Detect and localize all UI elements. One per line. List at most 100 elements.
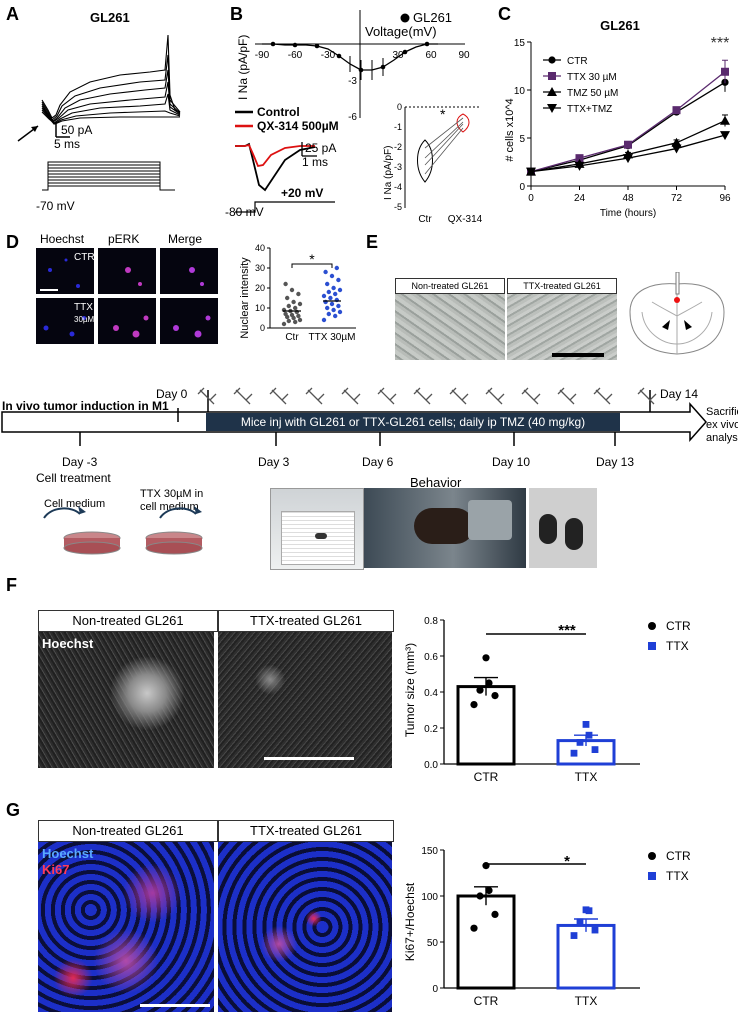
- tumor-xtick-label: CTR: [474, 770, 499, 784]
- nuclear-point: [286, 318, 291, 324]
- growth-ytick-label: 10: [514, 86, 526, 97]
- svg-text:-30: -30: [321, 50, 336, 61]
- growth-point: [671, 144, 682, 154]
- svg-text:-60: -60: [288, 50, 303, 61]
- voltage-steps: [42, 161, 175, 191]
- nuclear-intensity-chart: Nuclear intensity * 0 10 20 30 40 Ctr TTX 30µM: [239, 243, 356, 343]
- nuclear-sig-bracket: [291, 263, 333, 268]
- svg-text:-6: -6: [348, 112, 357, 123]
- nuclear-point: [321, 293, 327, 299]
- ki67-point: [476, 892, 484, 900]
- arrow-head: [31, 126, 38, 132]
- perk-micrographs: CTR TTX 30µM: [36, 248, 218, 344]
- day-0: Day 0: [156, 387, 188, 401]
- svg-text:*: *: [440, 106, 446, 122]
- e-scale-bar: [552, 353, 604, 357]
- tumor-size-chart: Tumor size (mm³) *** 0.0 0.2 0.4 0.6 0.8 CTR T…: [403, 616, 691, 784]
- ki67-legend-marker: [648, 852, 656, 860]
- f-section-nontreated: [38, 632, 214, 768]
- svg-text:-4: -4: [394, 182, 402, 192]
- d-header-hoechst: Hoechst: [40, 232, 85, 246]
- growth-point: [672, 106, 681, 115]
- tumor-point: [570, 749, 578, 757]
- growth-legend-label: CTR: [567, 56, 588, 67]
- tumor-legend-marker: [648, 642, 656, 650]
- day-14: Day 14: [660, 387, 698, 401]
- ki67-point: [470, 924, 478, 932]
- iv-ylabel: I Na (pA/pF): [236, 35, 250, 100]
- tumor-ylabel: Tumor size (mm³): [403, 643, 417, 737]
- growth-point: [720, 131, 730, 141]
- nuclear-point: [285, 295, 290, 301]
- scale-current-a: 50 pA: [61, 123, 92, 137]
- f-label-ttx: TTX-treated GL261: [218, 610, 394, 632]
- tumor-point: [582, 721, 590, 728]
- e-label-nontreated: Non-treated GL261: [395, 278, 505, 294]
- nuclear-point: [323, 269, 328, 275]
- g-scale-bar: [140, 1004, 210, 1007]
- timeline-title: In vivo tumor induction in M1: [2, 399, 169, 413]
- tumor-legend-label: CTR: [666, 619, 691, 633]
- svg-text:-3: -3: [348, 76, 357, 87]
- legend-qx314: QX-314 500µM: [257, 119, 339, 133]
- ki67-point: [491, 910, 499, 918]
- nuclear-point: [296, 313, 301, 319]
- tumor-point: [491, 692, 499, 700]
- growth-sig: ***: [711, 35, 730, 52]
- growth-legend-marker: [547, 87, 557, 96]
- nuclear-point: [328, 295, 333, 301]
- panel-a-traces: GL261 50 pA 5 ms -70 mV: [17, 10, 181, 213]
- svg-text:-80 mV: -80 mV: [225, 205, 264, 219]
- nuclear-point: [296, 291, 301, 297]
- growth-ytick-label: 0: [519, 182, 525, 193]
- nuclear-sig: *: [309, 251, 315, 267]
- growth-xtick-label: 48: [622, 193, 634, 204]
- panel-a-title: GL261: [90, 10, 130, 25]
- scale-time-a: 5 ms: [54, 137, 80, 151]
- svg-text:QX-314: QX-314: [448, 214, 483, 225]
- growth-legend-label: TMZ 50 µM: [567, 88, 618, 99]
- brain-atlas-diagram: [629, 272, 725, 355]
- nuclear-xtick-label: TTX 30µM: [309, 332, 356, 343]
- growth-point: [574, 161, 585, 171]
- growth-legend-label: TTX 30 µM: [567, 72, 617, 83]
- nuclear-point: [289, 312, 295, 318]
- ki67-chart: Ki67+/Hoechst * 0 50 100 150 CTR TTX CTR TTX: [403, 846, 691, 1008]
- syringe-icons: [197, 387, 657, 405]
- svg-text:-90: -90: [255, 50, 270, 61]
- panel-label-d: D: [6, 232, 19, 252]
- tumor-ytick-label: 0.2: [424, 724, 438, 735]
- growth-point: [624, 140, 632, 149]
- g-label-nontreated: Non-treated GL261: [38, 820, 218, 842]
- growth-legend-marker: [548, 72, 556, 80]
- growth-title: GL261: [600, 18, 640, 33]
- ki67-legend-marker: [648, 872, 656, 880]
- ki67-xtick-label: TTX: [575, 994, 598, 1008]
- tumor-point: [485, 679, 493, 687]
- trace-qx314: [235, 143, 315, 168]
- day-10: Day 10: [492, 455, 530, 469]
- svg-text:Ctr: Ctr: [418, 214, 432, 225]
- growth-point: [671, 137, 682, 147]
- growth-xlabel: Time (hours): [600, 208, 656, 219]
- nuclear-point: [337, 309, 343, 315]
- day-3: Day 3: [258, 455, 290, 469]
- f-scale-bar: [264, 757, 354, 760]
- e-culture-ttx: [507, 294, 617, 360]
- sacrifice-label: Sacrifice, ex vivo analysis: [706, 406, 738, 444]
- svg-text:1 ms: 1 ms: [302, 155, 328, 169]
- ki67-point: [570, 932, 578, 939]
- nuclear-point: [325, 305, 330, 311]
- e-label-ttx: TTX-treated GL261: [507, 278, 617, 294]
- nuclear-ytick-label: 30: [255, 263, 265, 273]
- nuclear-point: [286, 303, 291, 309]
- ki67-point: [485, 886, 493, 895]
- growth-point: [720, 115, 730, 125]
- nuclear-point: [293, 319, 298, 325]
- g-stain-hoechst: Hoechst: [42, 846, 94, 861]
- svg-text:-5: -5: [394, 202, 402, 212]
- nuclear-point: [281, 321, 287, 327]
- d-row-ttx-sub: 30µM: [74, 315, 95, 324]
- timeline: Mice inj with GL261 or TTX-GL261 cells; …: [1, 387, 708, 485]
- d-header-merge: Merge: [168, 232, 203, 246]
